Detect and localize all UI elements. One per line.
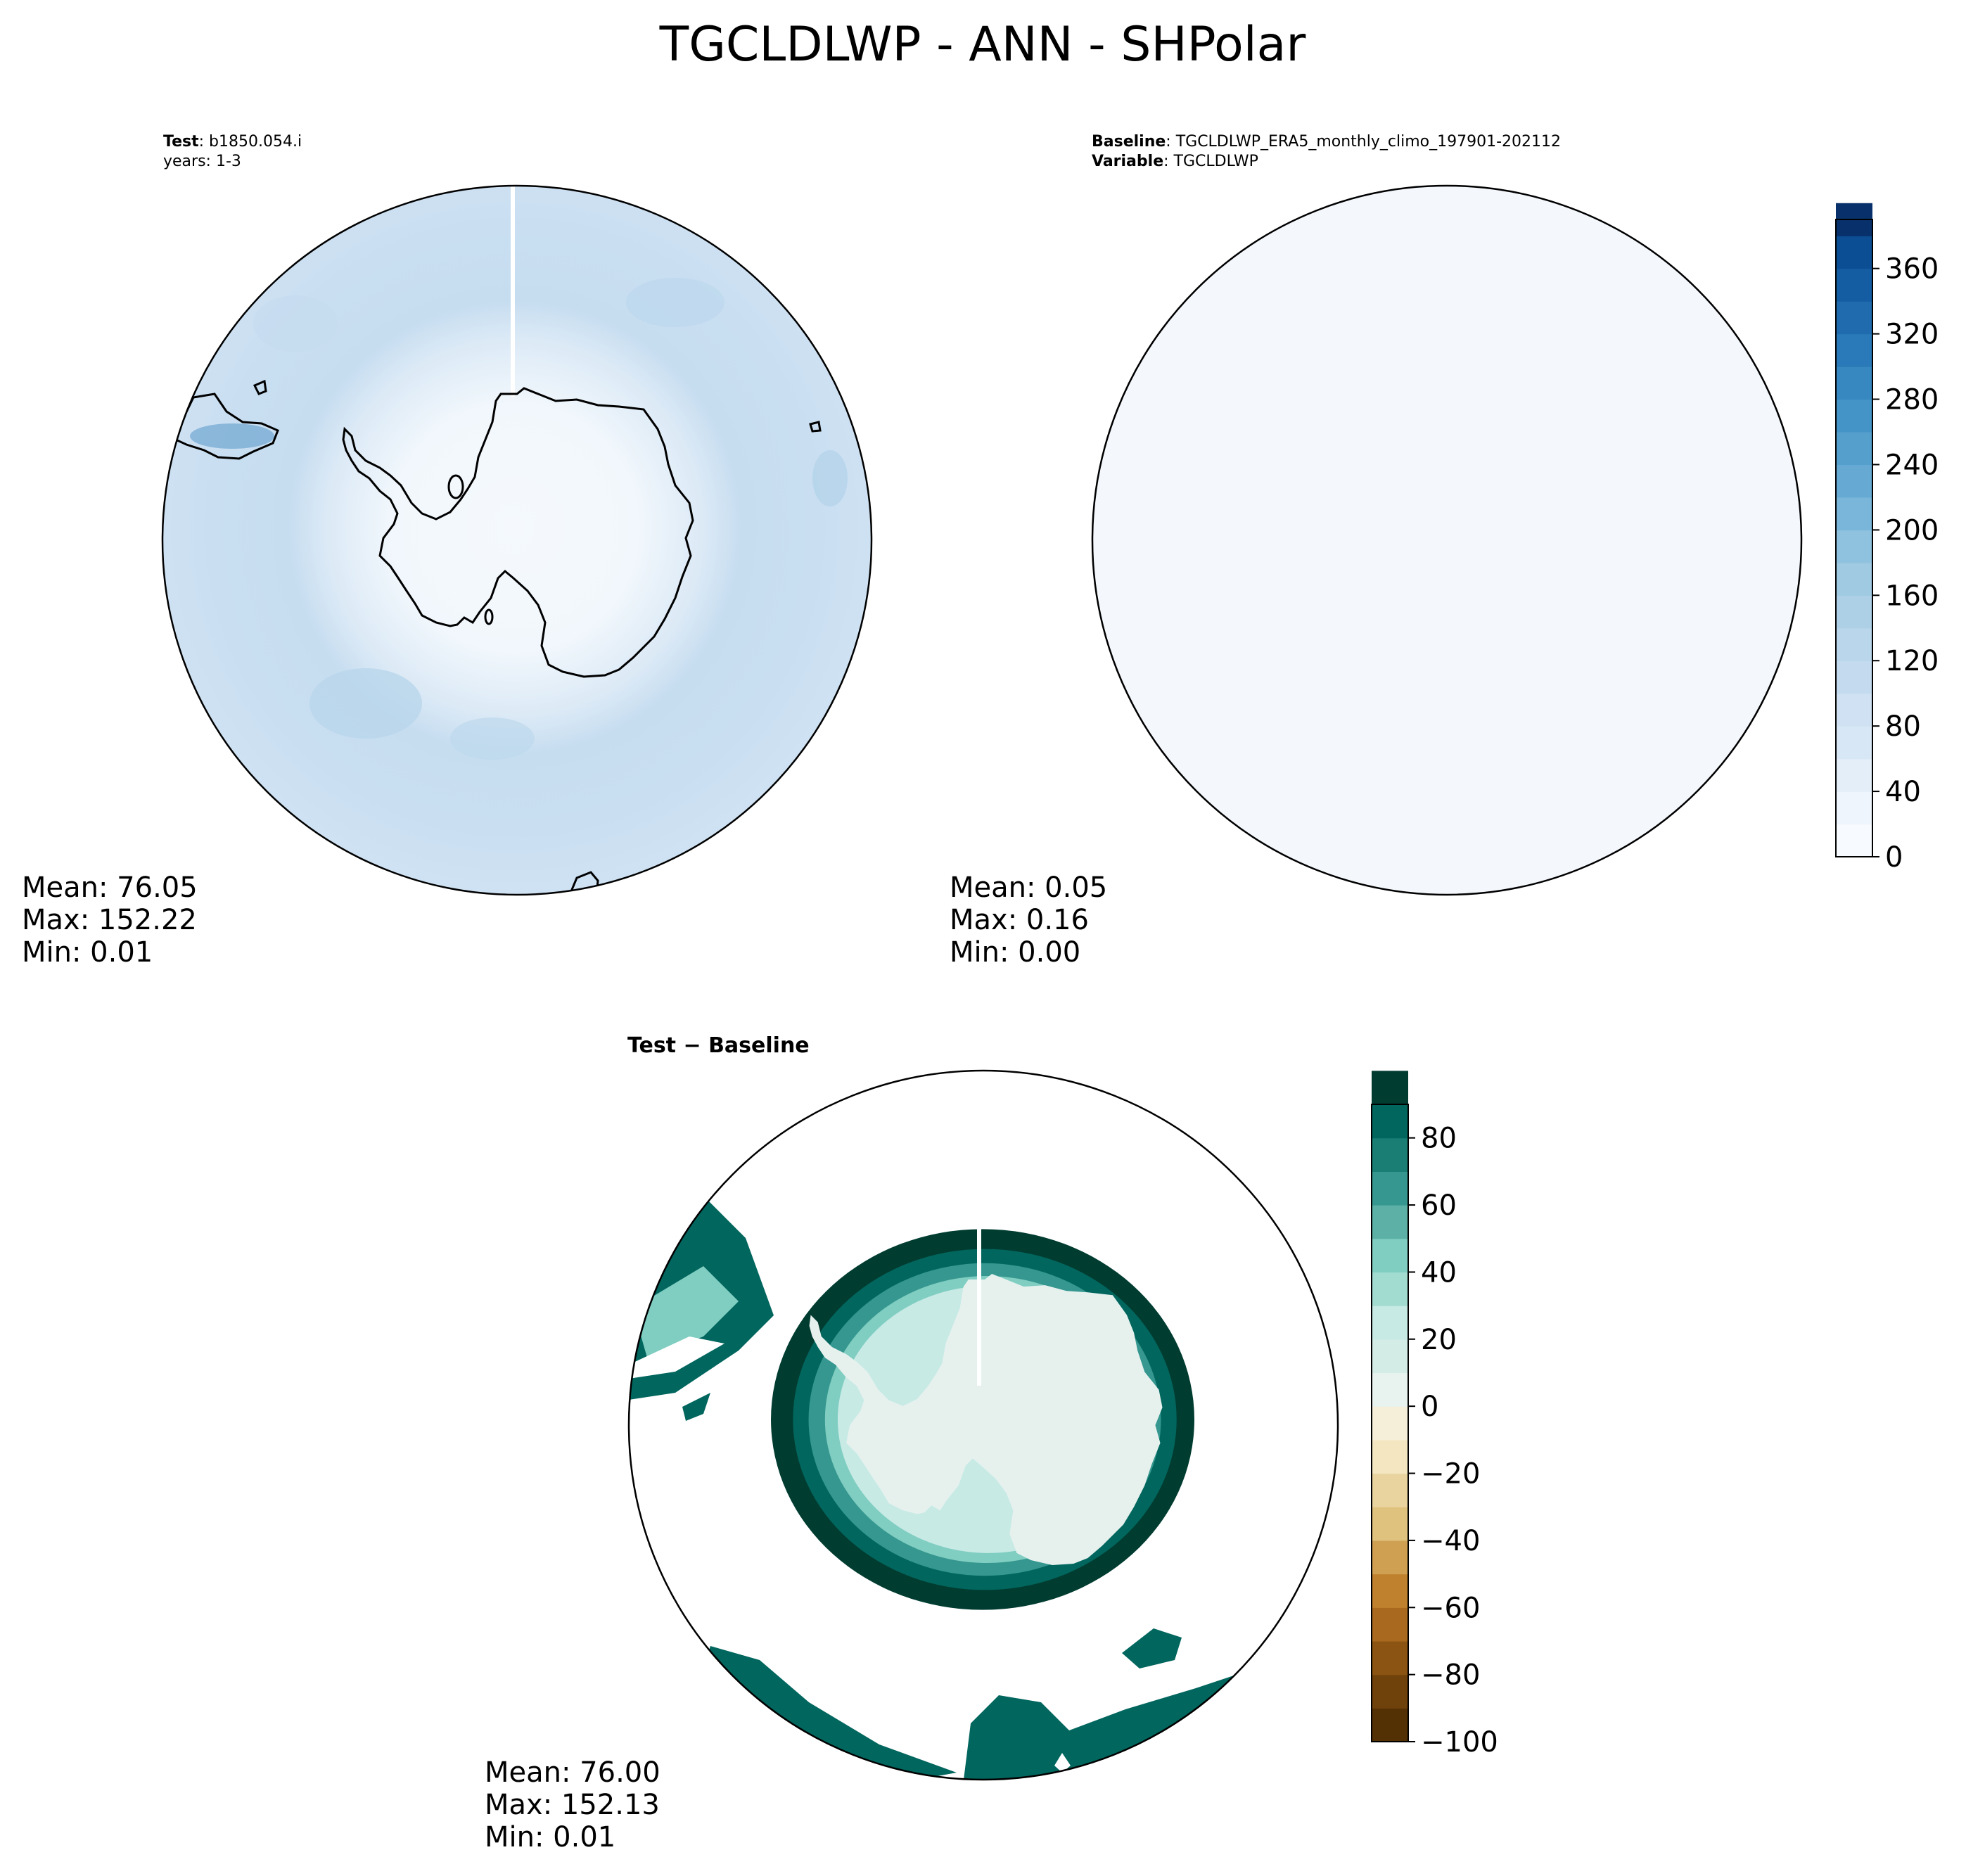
main-colorbar-tick-label: 160 [1885, 580, 1939, 612]
test-map [162, 186, 872, 895]
diff-colorbar-band [1372, 1708, 1408, 1742]
main-colorbar-tick-label: 360 [1885, 253, 1939, 286]
diff-colorbar-tick-label: −80 [1421, 1659, 1480, 1692]
diff-mean: Mean: 76.00 [485, 1756, 660, 1789]
baseline-map [1092, 186, 1801, 895]
test-header-line1: Test: b1850.054.i [163, 133, 302, 151]
main-colorbar-tick-label: 40 [1885, 776, 1921, 808]
diff-colorbar-band [1372, 1540, 1408, 1575]
diff-colorbar-tick-label: 20 [1421, 1324, 1457, 1356]
diff-colorbar-band [1372, 1339, 1408, 1374]
test-min: Min: 0.01 [22, 936, 153, 969]
diff-colorbar-band [1372, 1306, 1408, 1340]
diff-min: Min: 0.01 [485, 1821, 615, 1853]
baseline-mean: Mean: 0.05 [950, 872, 1107, 904]
test-map-boundary [161, 184, 873, 896]
diff-colorbar-band [1372, 1272, 1408, 1306]
test-years: years: 1-3 [163, 153, 241, 170]
diff-colorbar-band [1372, 1640, 1408, 1676]
diff-panel: Test − Baseline [485, 1033, 1339, 1853]
main-colorbar-band [1836, 268, 1872, 302]
main-colorbar-band [1836, 497, 1872, 530]
diff-colorbar-band [1372, 1137, 1408, 1172]
main-colorbar-tick-label: 120 [1885, 645, 1939, 677]
diff-map-boundary [627, 1069, 1339, 1781]
main-colorbar-tick-label: 0 [1885, 841, 1903, 874]
test-mean: Mean: 76.05 [22, 872, 198, 904]
main-colorbar-band [1836, 399, 1872, 433]
baseline-min: Min: 0.00 [950, 936, 1080, 969]
diff-colorbar-band [1372, 1507, 1408, 1541]
main-colorbar: 0 40 80 120 160 200 240 280 320 360 [1835, 203, 1939, 874]
main-colorbar-band [1836, 464, 1872, 498]
main-colorbar-band [1836, 236, 1872, 269]
baseline-header-line2: Variable: TGCLDLWP [1092, 153, 1258, 170]
baseline-panel: Baseline: TGCLDLWP_ERA5_monthly_climo_19… [950, 133, 1803, 969]
test-coastlines [174, 380, 822, 895]
diff-colorbar-band [1372, 1238, 1408, 1273]
diff-colorbar-band [1372, 1104, 1408, 1139]
diff-colorbar: −100 −80 −60 −40 −20 0 20 40 60 80 [1371, 1071, 1498, 1759]
baseline-case: TGCLDLWP_ERA5_monthly_climo_197901-20211… [1175, 133, 1561, 151]
diff-colorbar-band [1372, 1607, 1408, 1642]
diff-colorbar-band [1372, 1406, 1408, 1441]
test-panel: Test: b1850.054.i years: 1-3 Mean: 76.05… [22, 133, 873, 969]
main-colorbar-band [1836, 333, 1872, 367]
diff-colorbar-band [1372, 1071, 1408, 1105]
baseline-variable: TGCLDLWP [1173, 153, 1258, 170]
main-colorbar-frame [1835, 219, 1873, 857]
diff-max: Max: 152.13 [485, 1789, 660, 1821]
diff-colorbar-tick-label: −100 [1421, 1726, 1498, 1759]
main-colorbar-band [1836, 824, 1872, 857]
main-colorbar-band [1836, 530, 1872, 563]
main-colorbar-band [1836, 661, 1872, 694]
test-label: Test [163, 133, 199, 151]
baseline-header-line1: Baseline: TGCLDLWP_ERA5_monthly_climo_19… [1092, 133, 1561, 151]
test-case: b1850.054.i [209, 133, 302, 151]
baseline-map-boundary [1091, 184, 1803, 896]
diff-map [629, 1071, 1338, 1780]
baseline-label: Baseline [1092, 133, 1166, 151]
baseline-variable-label: Variable [1092, 153, 1163, 170]
diff-colorbar-tick-label: −40 [1421, 1525, 1480, 1557]
main-colorbar-band [1836, 693, 1872, 727]
diff-colorbar-frame [1371, 1104, 1409, 1742]
main-colorbar-band [1836, 432, 1872, 466]
main-colorbar-tick-label: 200 [1885, 514, 1939, 547]
diff-colorbar-tick-label: 0 [1421, 1391, 1438, 1423]
main-colorbar-tick-label: 240 [1885, 449, 1939, 481]
test-max: Max: 152.22 [22, 904, 197, 936]
diff-colorbar-tick-label: 80 [1421, 1123, 1457, 1155]
diff-colorbar-tick-label: −60 [1421, 1592, 1480, 1624]
diff-colorbar-band [1372, 1574, 1408, 1608]
diff-colorbar-tick-label: −20 [1421, 1458, 1480, 1491]
figure-title: TGCLDLWP - ANN - SHPolar [659, 17, 1306, 72]
main-colorbar-band [1836, 791, 1872, 825]
main-colorbar-tick-label: 320 [1885, 319, 1939, 351]
baseline-stats: Mean: 0.05 Max: 0.16 Min: 0.00 [950, 872, 1107, 969]
diff-stats: Mean: 76.00 Max: 152.13 Min: 0.01 [485, 1756, 660, 1853]
main-colorbar-tick-label: 80 [1885, 710, 1921, 743]
main-colorbar-band [1836, 726, 1872, 760]
diff-colorbar-band [1372, 1372, 1408, 1407]
main-colorbar-band [1836, 301, 1872, 335]
diff-colorbar-band [1372, 1205, 1408, 1239]
diff-colorbar-band [1372, 1171, 1408, 1206]
diff-colorbar-tick-label: 60 [1421, 1189, 1457, 1222]
baseline-max: Max: 0.16 [950, 904, 1089, 936]
main-colorbar-band [1836, 562, 1872, 596]
main-colorbar-band [1836, 366, 1872, 400]
main-colorbar-band [1836, 627, 1872, 661]
diff-colorbar-band [1372, 1473, 1408, 1507]
main-colorbar-band [1836, 595, 1872, 629]
test-stats: Mean: 76.05 Max: 152.22 Min: 0.01 [22, 872, 198, 969]
main-colorbar-tick-label: 280 [1885, 384, 1939, 416]
diff-colorbar-band [1372, 1674, 1408, 1709]
main-colorbar-band [1836, 758, 1872, 792]
diff-colorbar-band [1372, 1439, 1408, 1474]
diff-colorbar-tick-label: 40 [1421, 1256, 1457, 1289]
diff-title: Test − Baseline [627, 1033, 810, 1058]
